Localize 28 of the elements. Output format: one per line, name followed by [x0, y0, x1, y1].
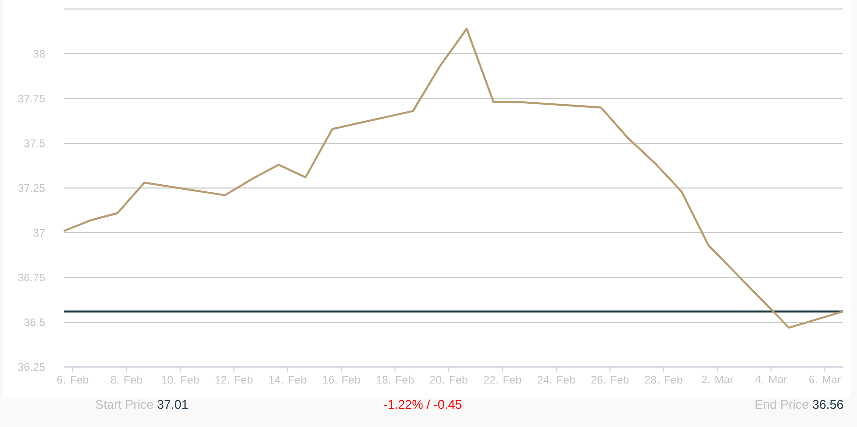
x-tick-label: 20. Feb: [430, 376, 468, 384]
text: End Price: [756, 400, 808, 410]
y-tick-label: 38: [34, 50, 45, 58]
text: 37.01: [158, 400, 188, 410]
x-tick-label: 28. Feb: [645, 376, 683, 384]
x-tick-label: 16. Feb: [323, 376, 360, 384]
x-tick-label: 2. Mar: [702, 376, 734, 384]
y-tick-label: 36.25: [18, 363, 45, 372]
x-tick-label: 12. Feb: [216, 376, 253, 384]
text: 36.56: [812, 400, 844, 410]
x-tick-label: 14. Feb: [270, 376, 307, 384]
y-tick-label: 36.75: [18, 274, 45, 282]
x-tick-label: 4. Mar: [756, 376, 788, 384]
text: -1.22% / -0.45: [384, 400, 462, 410]
x-tick-label: 6. Feb: [57, 376, 89, 384]
y-tick-label: 37.75: [18, 94, 45, 103]
x-tick-label: 22. Feb: [484, 376, 522, 384]
x-tick-label: 10. Feb: [162, 376, 200, 384]
x-tick-label: 6. Mar: [810, 376, 841, 384]
x-tick-label: 8. Feb: [111, 376, 142, 384]
y-tick-label: 37: [34, 229, 45, 237]
y-tick-label: 36.5: [24, 318, 46, 326]
y-tick-label: 37.5: [24, 140, 46, 148]
text: Start Price: [96, 400, 154, 410]
y-tick-label: 37.25: [18, 184, 45, 192]
x-tick-label: 26. Feb: [592, 376, 629, 384]
x-tick-label: 24. Feb: [538, 376, 576, 384]
x-tick-label: 18. Feb: [376, 376, 414, 384]
